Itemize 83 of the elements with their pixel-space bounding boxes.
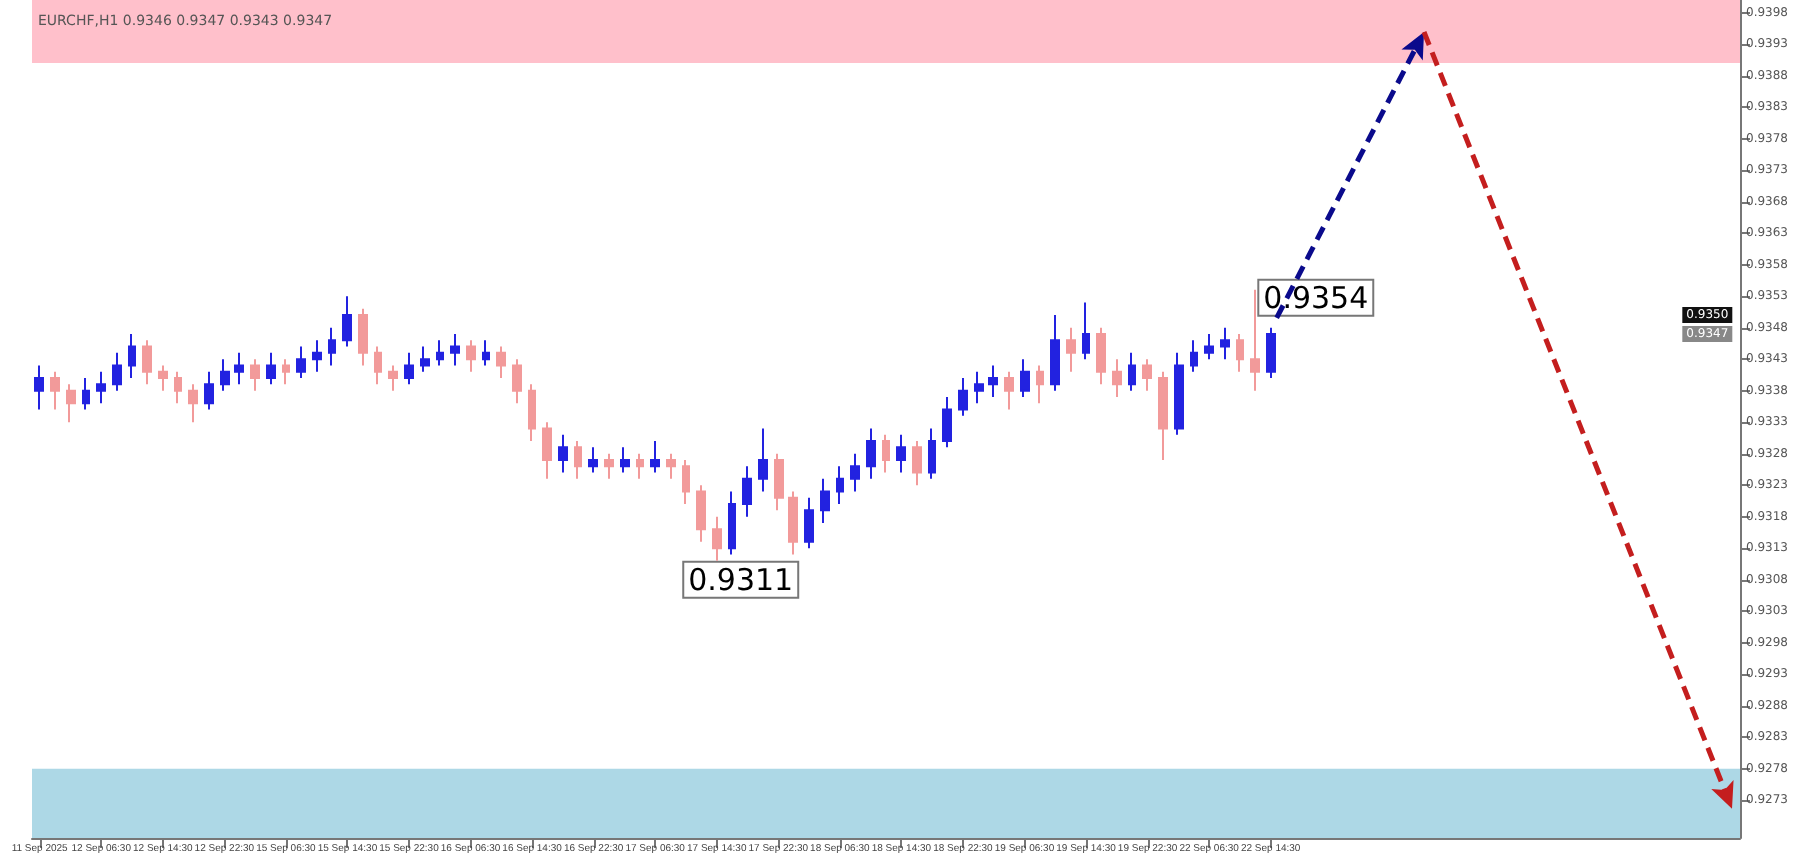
candlestick	[942, 395, 952, 449]
candlestick	[282, 358, 290, 386]
candlestick	[712, 515, 722, 562]
candlestick	[342, 295, 352, 348]
candlestick	[266, 351, 276, 386]
candlestick	[142, 339, 152, 386]
candlestick	[496, 345, 506, 380]
candlestick	[1082, 301, 1090, 361]
candlestick	[604, 452, 614, 480]
candlestick	[420, 345, 430, 373]
candlestick	[850, 452, 860, 493]
candlestick	[974, 370, 984, 405]
candlestick	[1250, 288, 1260, 392]
candlestick	[128, 332, 136, 380]
candlestick	[958, 377, 968, 417]
candlestick	[1220, 326, 1230, 361]
candlestick	[758, 427, 768, 493]
candlestick	[34, 364, 44, 411]
candlestick	[188, 383, 198, 424]
candlestick	[836, 465, 844, 506]
candlestick	[1142, 358, 1152, 392]
candlestick	[650, 440, 660, 474]
candlestick	[204, 370, 214, 411]
candlestick	[1190, 339, 1198, 373]
candlestick	[804, 496, 814, 550]
candlestick	[1066, 326, 1076, 373]
candlestick	[742, 465, 752, 518]
candlestick	[588, 446, 598, 474]
candlestick	[528, 383, 536, 443]
candlestick	[66, 383, 76, 424]
candlestick	[450, 332, 460, 367]
candlestick	[296, 345, 306, 380]
candlestick	[250, 358, 260, 392]
candlestick	[1004, 370, 1014, 411]
candlestick	[50, 370, 60, 411]
candlestick	[388, 364, 398, 392]
candlestick	[728, 490, 736, 556]
candlestick	[788, 490, 798, 556]
candlestick	[912, 440, 922, 487]
candlestick	[1236, 332, 1244, 373]
candlestick	[636, 452, 644, 480]
candlestick	[774, 452, 784, 512]
candlestick	[158, 364, 168, 392]
candlestick	[1158, 370, 1168, 461]
candlestick	[1096, 326, 1106, 386]
candlestick	[682, 458, 690, 506]
candlestick	[574, 440, 582, 480]
candlestick	[174, 370, 182, 405]
candlestick	[1128, 351, 1136, 392]
candlestick	[558, 433, 568, 474]
candlestick	[820, 477, 830, 524]
candlestick	[112, 351, 122, 392]
candlestick	[1112, 358, 1122, 398]
candlestick	[234, 351, 244, 386]
candlestick	[542, 421, 552, 480]
candlestick	[1266, 326, 1276, 380]
candlestick	[1050, 314, 1060, 392]
candlestick	[466, 339, 476, 373]
candlestick	[512, 358, 522, 405]
candlestick	[866, 427, 876, 480]
candlestick	[436, 339, 444, 367]
candlestick	[404, 351, 414, 386]
candlestick	[696, 484, 706, 543]
candlestick	[328, 326, 336, 367]
candlestick	[988, 364, 998, 398]
candlestick	[1174, 351, 1184, 436]
annotation: 0.9311	[688, 561, 794, 598]
candlestick	[620, 446, 630, 474]
candlestick	[882, 433, 890, 474]
candlestick	[312, 339, 322, 373]
candlestick	[358, 307, 368, 367]
candlestick	[896, 433, 906, 474]
candlestick	[666, 452, 676, 480]
candlestick	[220, 358, 230, 392]
candlestick	[96, 370, 106, 405]
candlestick	[1204, 332, 1214, 361]
candlestick	[1020, 358, 1030, 398]
annotation: 0.9354	[1263, 279, 1369, 316]
candlestick	[928, 427, 936, 480]
candlestick	[1036, 364, 1044, 405]
candlestick	[482, 339, 490, 367]
candlestick	[374, 345, 382, 386]
candlestick	[82, 377, 90, 411]
